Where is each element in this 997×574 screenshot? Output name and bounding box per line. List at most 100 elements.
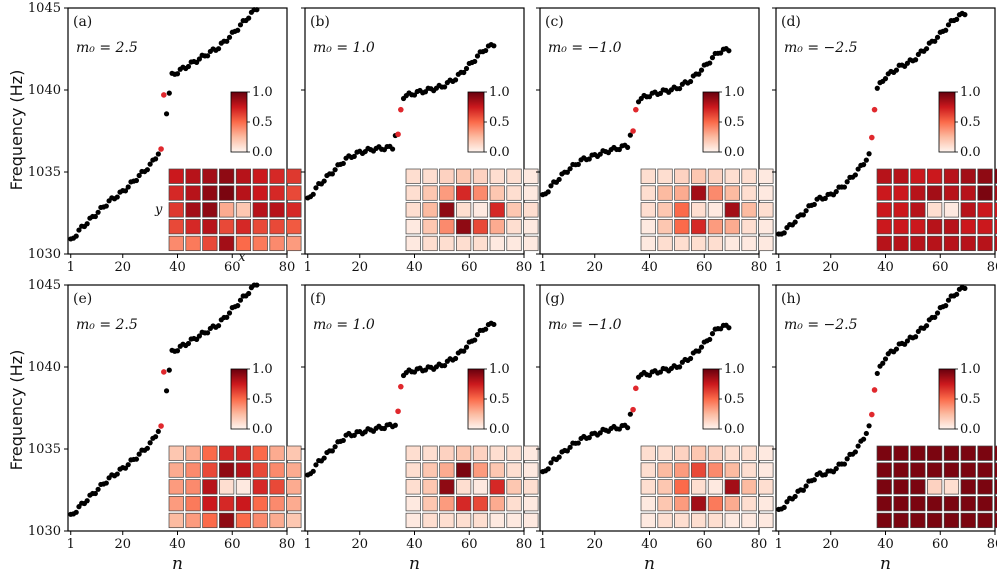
edge-state-point (869, 134, 875, 141)
inset-cell (269, 462, 285, 478)
inset-cell (472, 496, 489, 512)
bulk-state-point (677, 364, 683, 370)
inset-cell (724, 235, 740, 252)
bulk-state-point (133, 177, 140, 184)
bulk-state-point (855, 443, 861, 449)
inset-cell (422, 512, 438, 529)
inset-cell (943, 185, 960, 201)
bulk-state-point (185, 63, 192, 70)
inset-cell (472, 168, 489, 184)
bulk-state-point (904, 338, 911, 344)
bulk-state-point (625, 425, 631, 431)
inset-cell (910, 479, 926, 495)
inset-cell (269, 496, 285, 512)
bulk-state-point (945, 22, 952, 28)
bulk-state-point (254, 282, 260, 288)
inset-cell (707, 462, 724, 478)
inset-cell (168, 462, 184, 478)
bulk-state-point (452, 355, 459, 362)
inset-cell (691, 496, 707, 512)
inset-cell (741, 496, 757, 512)
bulk-state-point (803, 483, 809, 489)
y-tick-label: 1045 (28, 1, 61, 16)
inset-cell (657, 219, 673, 235)
inset-cell (943, 168, 960, 184)
inset-cell (472, 445, 489, 461)
inset-cell (405, 462, 421, 478)
inset-cell (876, 219, 892, 235)
inset-cell (185, 445, 201, 461)
bulk-state-point (564, 169, 570, 175)
x-tick-label: 20 (586, 537, 603, 552)
bulk-state-point (677, 85, 683, 92)
inset-cell (422, 462, 438, 478)
inset-cell (724, 479, 740, 495)
bulk-state-point (800, 487, 806, 493)
bulk-state-point (781, 504, 787, 511)
inset-cell (472, 185, 489, 201)
x-tick-label: 40 (406, 537, 423, 552)
colorbar (467, 91, 485, 153)
inset-cell (439, 462, 455, 478)
inset-cell (219, 462, 235, 478)
inset-cell (422, 445, 438, 461)
inset-cell (286, 168, 302, 184)
x-tick-label: 1 (539, 537, 547, 552)
inset-cell (927, 496, 943, 512)
inset-cell (707, 512, 724, 529)
bulk-state-point (866, 151, 872, 157)
inset-cell (269, 445, 285, 461)
mass-label: m₀ = 2.5 (76, 40, 138, 56)
inset-cell (994, 512, 997, 529)
bulk-state-point (114, 194, 120, 200)
inset-cell (724, 445, 740, 461)
edge-state-point (869, 411, 875, 418)
inset-cell (943, 496, 960, 512)
inset-cell (674, 168, 690, 184)
bulk-state-point (321, 178, 327, 184)
mass-label: m₀ = −1.0 (548, 317, 622, 333)
colorbar (702, 368, 720, 430)
bulk-state-point (943, 303, 949, 309)
inset-cell (640, 462, 656, 478)
bulk-state-point (329, 171, 335, 177)
inset-cell (456, 202, 472, 218)
inset-cell (185, 202, 201, 218)
colorbar-tick-label: 1.0 (960, 85, 981, 100)
bulk-state-point (340, 160, 346, 167)
inset-cell (960, 512, 976, 529)
inset-cell (927, 185, 943, 201)
inset-cell (523, 462, 539, 478)
inset-cell (758, 168, 774, 184)
bulk-state-point (224, 38, 230, 44)
colorbar-tick-label: 0.5 (489, 392, 510, 407)
inset-cell (219, 168, 235, 184)
inset-cell (405, 219, 421, 235)
bulk-state-point (84, 221, 90, 227)
bulk-state-point (442, 362, 448, 369)
inset-cell (422, 185, 438, 201)
inset-cell (168, 185, 184, 201)
inset-cell (185, 235, 201, 252)
bulk-state-point (313, 185, 319, 191)
bulk-state-point (707, 60, 713, 66)
inset-cell (741, 168, 757, 184)
inset-cell (506, 219, 522, 235)
bulk-state-point (863, 430, 869, 437)
bulk-state-point (310, 191, 316, 197)
bulk-state-point (784, 499, 790, 505)
bulk-state-point (122, 465, 129, 471)
panels-group: 1 20 40 60 80 1030 1035 1040 1045 (a) m₀ = 2.5 1.0 0… (28, 1, 997, 574)
inset-cell (657, 185, 673, 201)
inset-cell (489, 512, 505, 529)
y-tick-label: 1030 (28, 247, 61, 262)
inset-cell (674, 219, 690, 235)
bulk-state-point (205, 330, 211, 336)
inset-cell (405, 168, 421, 184)
bulk-state-point (575, 161, 581, 168)
bulk-state-point (411, 92, 418, 98)
inset-cell (472, 235, 489, 252)
colorbar (938, 91, 956, 153)
edge-state-point (630, 128, 636, 134)
bulk-state-point (646, 94, 653, 100)
